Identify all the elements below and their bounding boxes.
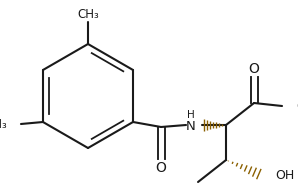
Text: OH: OH — [296, 100, 298, 112]
Text: O: O — [156, 161, 167, 175]
Text: CH₃: CH₃ — [0, 117, 7, 130]
Text: O: O — [249, 62, 260, 76]
Text: H: H — [187, 110, 195, 120]
Text: OH: OH — [275, 168, 294, 181]
Text: N: N — [186, 120, 196, 133]
Text: CH₃: CH₃ — [77, 7, 99, 20]
